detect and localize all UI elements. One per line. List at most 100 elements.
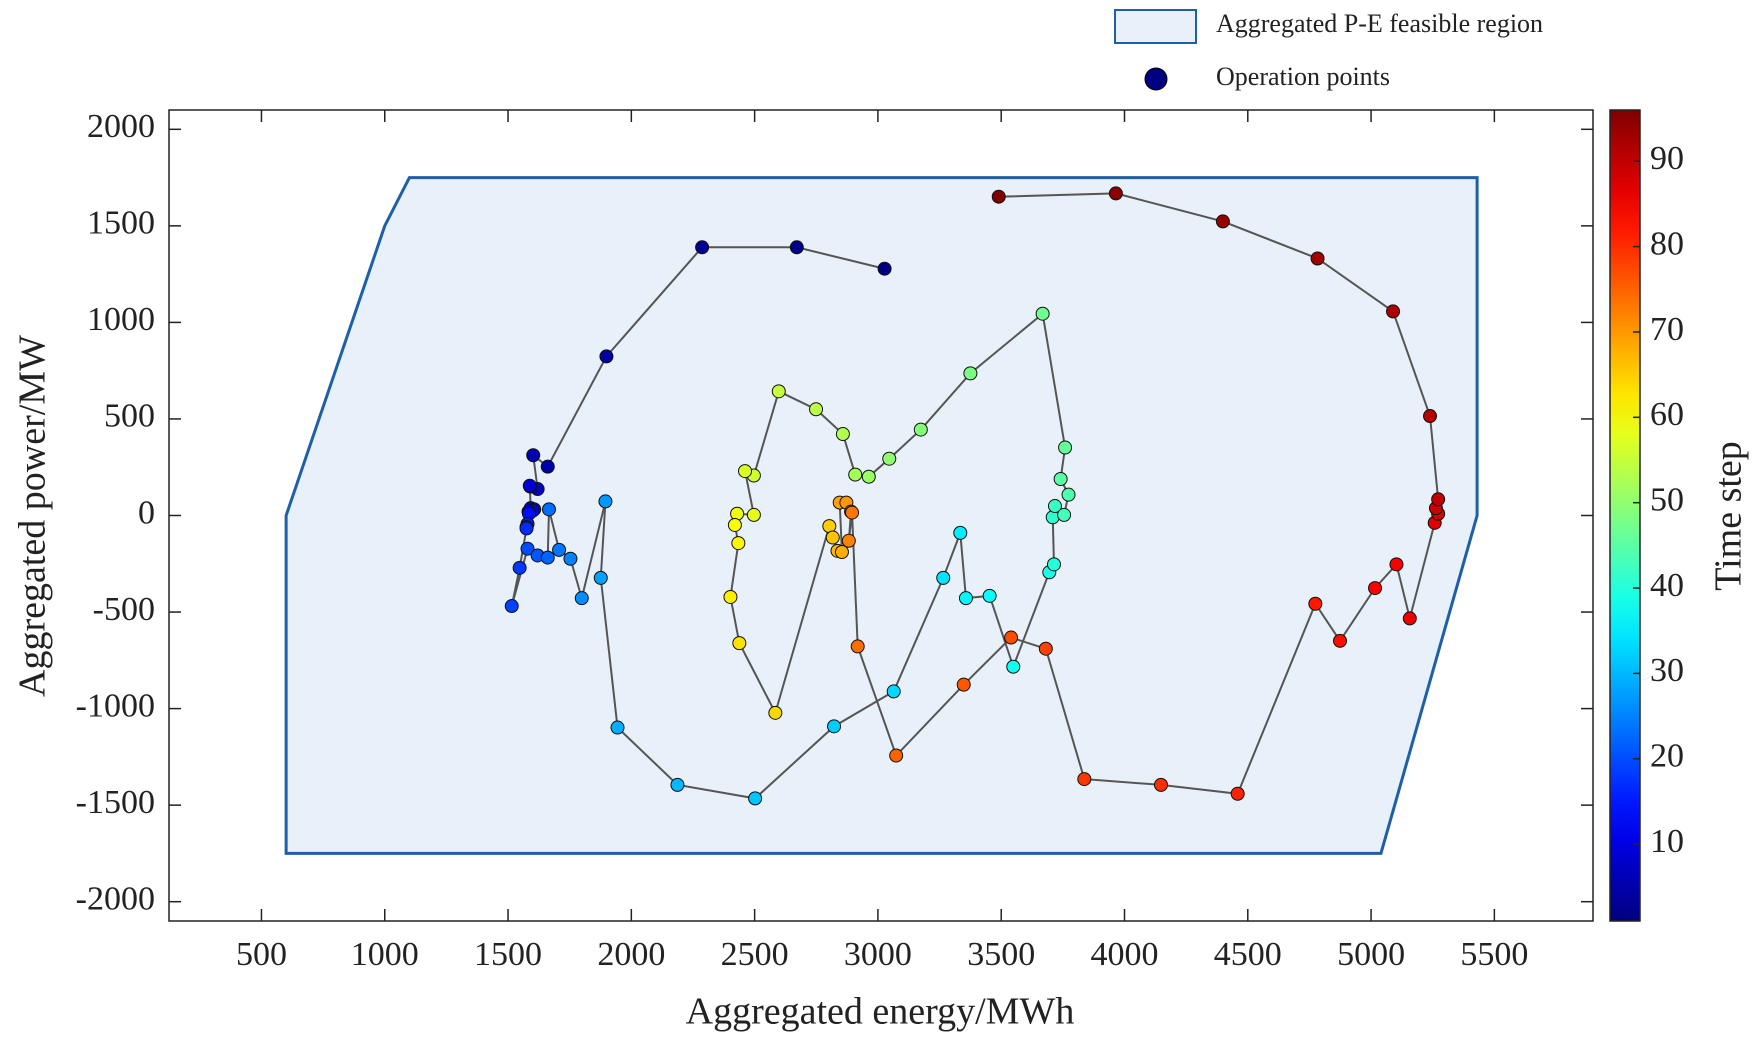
operation-point	[809, 402, 824, 417]
operation-point	[861, 469, 876, 484]
y-tick-label: 2000	[87, 108, 155, 145]
y-tick-label: -1000	[76, 687, 155, 724]
operation-point	[953, 525, 968, 540]
operation-point	[563, 551, 578, 566]
operation-point	[991, 189, 1006, 204]
x-tick-label: 5000	[1337, 936, 1405, 973]
operation-point	[526, 448, 541, 463]
colorbar-tick-label: 70	[1650, 311, 1684, 348]
x-tick-label: 500	[236, 936, 287, 973]
operation-point	[746, 507, 761, 522]
operation-point	[841, 533, 856, 548]
feasible-region	[284, 176, 1479, 855]
x-tick-label: 4500	[1214, 936, 1282, 973]
y-tick-label: -1500	[76, 784, 155, 821]
operation-point	[695, 240, 710, 255]
operation-point	[574, 591, 589, 606]
colorbar-tick-label: 20	[1650, 738, 1684, 775]
legend-label: Operation points	[1216, 62, 1390, 91]
colorbar-tick-label: 80	[1650, 225, 1684, 262]
operation-point	[1045, 510, 1060, 525]
operation-point	[1215, 214, 1230, 229]
operation-point	[520, 541, 535, 556]
y-axis-label: Aggregated power/MW	[12, 335, 54, 697]
operation-point	[552, 542, 567, 557]
operation-point	[835, 427, 850, 442]
y-tick-label: 500	[104, 398, 155, 435]
operation-point	[1058, 440, 1073, 455]
colorbar-tick-label: 90	[1650, 140, 1684, 177]
operation-point	[1153, 777, 1168, 792]
operation-point	[768, 705, 783, 720]
operation-point	[889, 748, 904, 763]
y-tick-label: 1000	[87, 301, 155, 338]
colorbar	[1609, 109, 1641, 922]
operation-point	[789, 240, 804, 255]
colorbar-tick-label: 50	[1650, 481, 1684, 518]
operation-point	[748, 791, 763, 806]
operation-point	[519, 521, 534, 536]
operation-point	[956, 677, 971, 692]
y-tick-label: 1500	[87, 205, 155, 242]
operation-point	[848, 467, 863, 482]
operation-point	[834, 544, 849, 559]
x-tick-label: 4000	[1090, 936, 1158, 973]
x-tick-label: 1500	[474, 936, 542, 973]
colorbar-tick-label: 30	[1650, 652, 1684, 689]
operation-point	[1310, 251, 1325, 266]
colorbar-tick-label: 10	[1650, 823, 1684, 860]
operation-point	[771, 384, 786, 399]
operation-point	[1035, 306, 1050, 321]
x-tick-label: 3500	[967, 936, 1035, 973]
x-tick-label: 3000	[844, 936, 912, 973]
operation-point	[825, 530, 840, 545]
operation-point	[1004, 630, 1019, 645]
x-tick-label: 5500	[1460, 936, 1528, 973]
operation-point	[1047, 499, 1062, 514]
operation-point	[1431, 492, 1446, 507]
colorbar-tick-label: 40	[1650, 567, 1684, 604]
operation-point	[541, 502, 556, 517]
operation-point	[1368, 581, 1383, 596]
operation-point	[827, 719, 842, 734]
operation-point	[730, 506, 745, 521]
operation-point	[958, 591, 973, 606]
operation-point	[599, 349, 614, 364]
operation-point	[886, 684, 901, 699]
x-tick-label: 2500	[721, 936, 789, 973]
operation-point	[913, 422, 928, 437]
x-tick-label: 1000	[351, 936, 419, 973]
operation-point	[936, 570, 951, 585]
y-tick-label: -500	[93, 591, 155, 628]
legend-label: Aggregated P-E feasible region	[1216, 9, 1543, 38]
operation-point	[1077, 772, 1092, 787]
operation-point	[1386, 304, 1401, 319]
operation-point	[1333, 633, 1348, 648]
operation-point	[540, 459, 555, 474]
operation-point	[1061, 487, 1076, 502]
colorbar-label: Time step	[1708, 441, 1750, 591]
operation-point	[727, 517, 742, 532]
operation-point	[982, 588, 997, 603]
operation-point	[1308, 596, 1323, 611]
colorbar-tick-label: 60	[1650, 396, 1684, 433]
operation-point	[1423, 409, 1438, 424]
operation-point	[1038, 641, 1053, 656]
operation-point	[670, 777, 685, 792]
operation-point	[1389, 557, 1404, 572]
operation-point	[731, 536, 746, 551]
operation-point	[1046, 557, 1061, 572]
operation-point	[732, 636, 747, 651]
operation-point	[1402, 611, 1417, 626]
operation-point	[512, 560, 527, 575]
operation-point	[522, 478, 537, 493]
operation-point	[540, 550, 555, 565]
operation-point	[610, 720, 625, 735]
operation-point	[1053, 472, 1068, 487]
y-tick-label: -2000	[76, 880, 155, 917]
operation-point	[598, 494, 613, 509]
legend-marker	[1144, 67, 1168, 91]
legend-swatch	[1114, 9, 1197, 44]
x-tick-label: 2000	[597, 936, 665, 973]
